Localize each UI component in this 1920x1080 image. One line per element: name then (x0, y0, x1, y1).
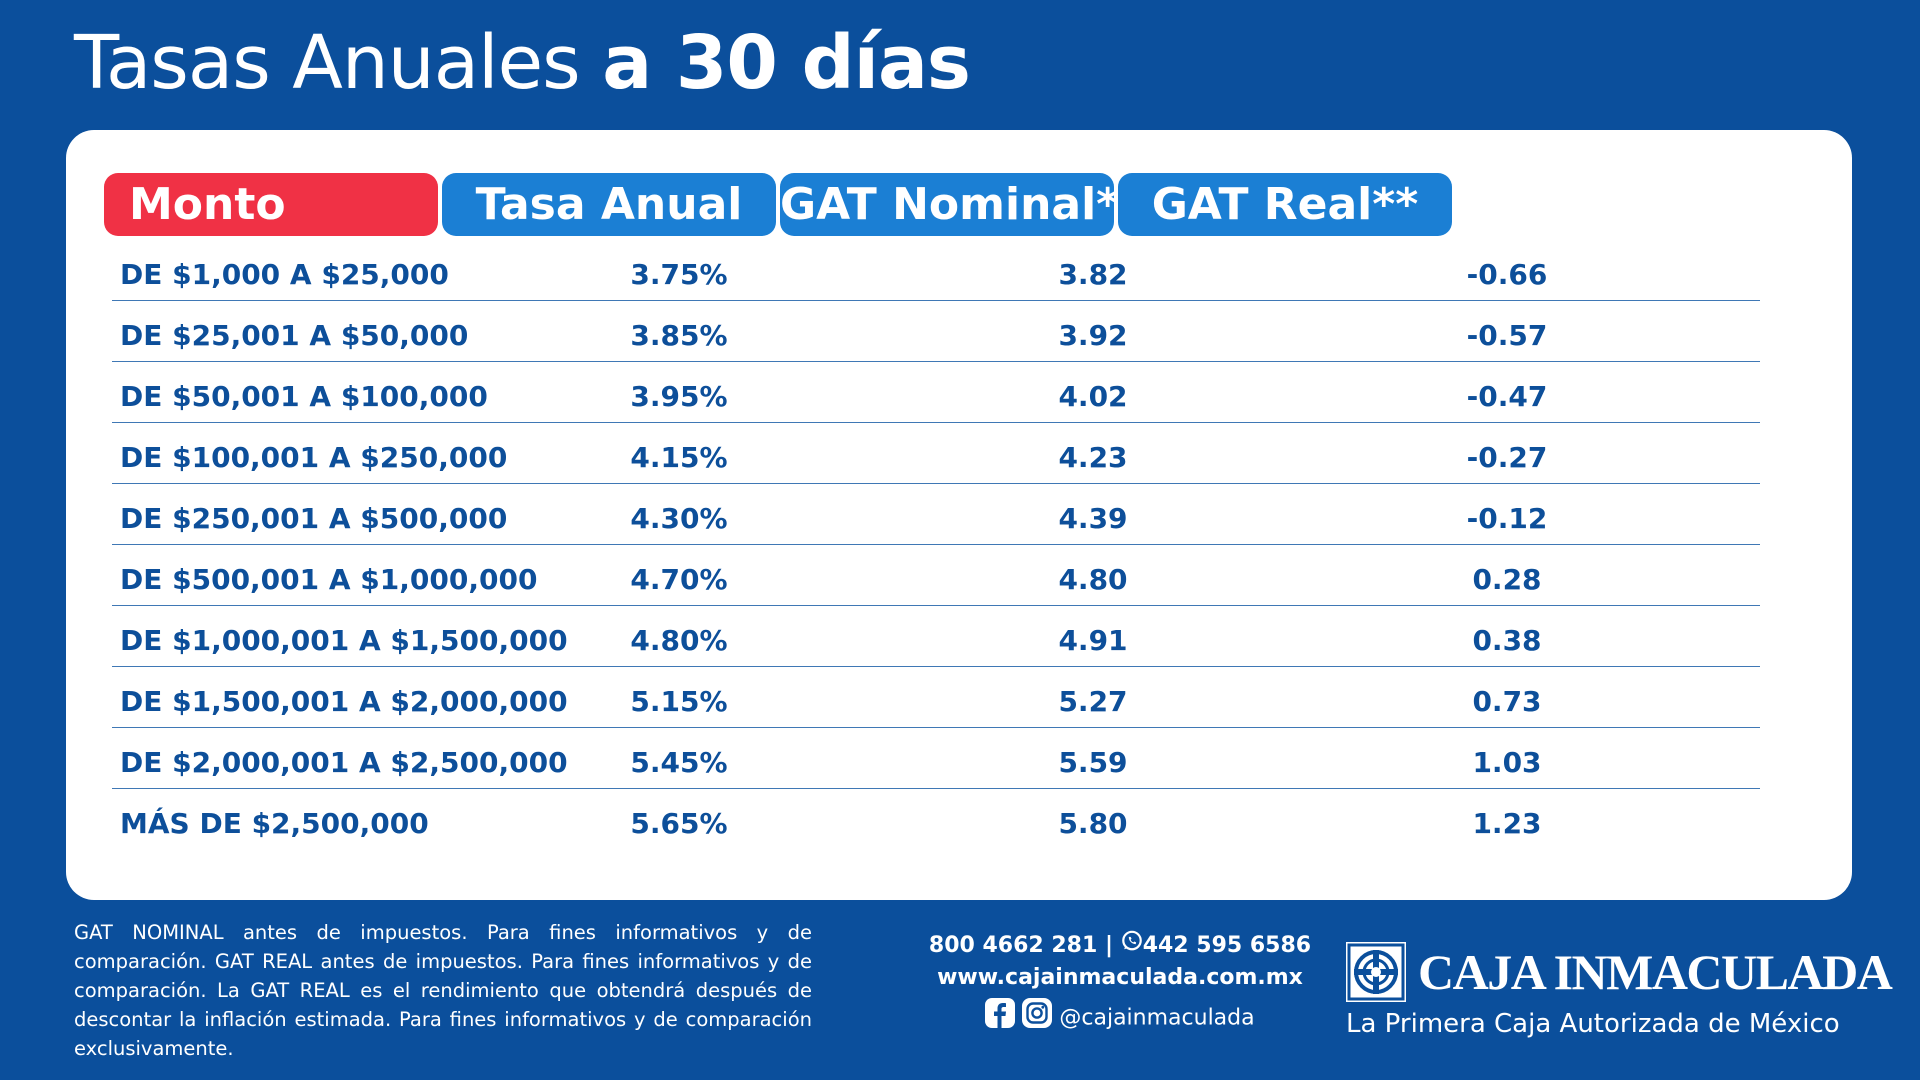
rates-card: Monto Tasa Anual GAT Nominal* GAT Real**… (66, 130, 1852, 900)
monto-cell: DE $1,500,001 A $2,000,000 (120, 685, 568, 718)
gat-nominal-cell: 3.82 (1058, 258, 1128, 291)
monto-cell: MÁS DE $2,500,000 (120, 807, 429, 840)
gat-nominal-cell: 5.27 (1058, 685, 1128, 718)
tasa-cell: 5.45% (630, 746, 728, 779)
monto-cell: DE $500,001 A $1,000,000 (120, 563, 538, 596)
tasa-cell: 4.80% (630, 624, 728, 657)
header-tasa-anual: Tasa Anual (442, 173, 776, 236)
gat-real-cell: 0.73 (1472, 685, 1542, 718)
gat-real-cell: -0.12 (1466, 502, 1548, 535)
gat-nominal-cell: 5.80 (1058, 807, 1128, 840)
title-bold: a 30 días (602, 20, 971, 106)
tasa-cell: 4.30% (630, 502, 728, 535)
monto-cell: DE $250,001 A $500,000 (120, 502, 508, 535)
table-row: DE $25,001 A $50,000 3.85% 3.92 -0.57 (112, 301, 1760, 362)
facebook-icon[interactable] (985, 998, 1016, 1039)
gat-nominal-cell: 4.39 (1058, 502, 1128, 535)
tasa-cell: 5.65% (630, 807, 728, 840)
gat-real-cell: 1.23 (1472, 807, 1542, 840)
tasa-cell: 4.70% (630, 563, 728, 596)
brand-name: CAJA INMACULADA (1418, 944, 1893, 1000)
title-light: Tasas Anuales (74, 20, 581, 106)
header-gat-real: GAT Real** (1118, 173, 1452, 236)
phone-line: 800 4662 281 | 442 595 6586 (860, 930, 1380, 962)
table-row: DE $1,000,001 A $1,500,000 4.80% 4.91 0.… (112, 606, 1760, 667)
tasa-cell: 5.15% (630, 685, 728, 718)
brand-tagline: La Primera Caja Autorizada de México (1346, 1009, 1840, 1039)
header-gat-nominal: GAT Nominal* (780, 173, 1119, 236)
header-monto: Monto (104, 173, 438, 236)
whatsapp-number[interactable]: 442 595 6586 (1142, 933, 1312, 958)
monto-cell: DE $2,000,001 A $2,500,000 (120, 746, 568, 779)
table-body: DE $1,000 A $25,000 3.75% 3.82 -0.66 DE … (112, 240, 1760, 849)
gat-real-cell: -0.57 (1466, 319, 1548, 352)
table-row: DE $50,001 A $100,000 3.95% 4.02 -0.47 (112, 362, 1760, 423)
table-row: MÁS DE $2,500,000 5.65% 5.80 1.23 (112, 789, 1760, 849)
table-row: DE $250,001 A $500,000 4.30% 4.39 -0.12 (112, 484, 1760, 545)
logo-row: CAJA INMACULADA (1346, 940, 1893, 1004)
contact-block: 800 4662 281 | 442 595 6586 www.cajainma… (860, 930, 1380, 1039)
gat-nominal-cell: 4.23 (1058, 441, 1128, 474)
tasa-cell: 3.75% (630, 258, 728, 291)
gat-real-cell: 0.38 (1472, 624, 1542, 657)
whatsapp-icon (1121, 930, 1143, 962)
social-line: @cajainmaculada (860, 998, 1380, 1039)
gat-nominal-cell: 4.91 (1058, 624, 1128, 657)
monto-cell: DE $50,001 A $100,000 (120, 380, 488, 413)
gat-real-cell: 0.28 (1472, 563, 1542, 596)
gat-real-cell: -0.66 (1466, 258, 1548, 291)
gat-nominal-cell: 3.92 (1058, 319, 1128, 352)
table-row: DE $1,000 A $25,000 3.75% 3.82 -0.66 (112, 240, 1760, 301)
caja-inmaculada-logo (1346, 942, 1406, 1002)
phone-number[interactable]: 800 4662 281 (928, 933, 1098, 958)
gat-real-cell: -0.27 (1466, 441, 1548, 474)
disclaimer-text: GAT NOMINAL antes de impuestos. Para fin… (74, 921, 812, 1060)
monto-cell: DE $25,001 A $50,000 (120, 319, 469, 352)
brand-block: CAJA INMACULADA La Primera Caja Autoriza… (1346, 940, 1893, 1042)
gat-nominal-cell: 4.80 (1058, 563, 1128, 596)
monto-cell: DE $100,001 A $250,000 (120, 441, 508, 474)
instagram-icon[interactable] (1022, 998, 1053, 1039)
tasa-cell: 3.95% (630, 380, 728, 413)
gat-real-cell: -0.47 (1466, 380, 1548, 413)
tasa-cell: 4.15% (630, 441, 728, 474)
gat-nominal-cell: 5.59 (1058, 746, 1128, 779)
website-link[interactable]: www.cajainmaculada.com.mx (937, 965, 1303, 990)
phone-separator: | (1104, 933, 1114, 958)
page-title: Tasas Anuales a 30 días (74, 18, 971, 108)
monto-cell: DE $1,000,001 A $1,500,000 (120, 624, 568, 657)
table-row: DE $100,001 A $250,000 4.15% 4.23 -0.27 (112, 423, 1760, 484)
gat-nominal-cell: 4.02 (1058, 380, 1128, 413)
monto-cell: DE $1,000 A $25,000 (120, 258, 449, 291)
table-row: DE $1,500,001 A $2,000,000 5.15% 5.27 0.… (112, 667, 1760, 728)
gat-real-cell: 1.03 (1472, 746, 1542, 779)
table-row: DE $2,000,001 A $2,500,000 5.45% 5.59 1.… (112, 728, 1760, 789)
tasa-cell: 3.85% (630, 319, 728, 352)
social-handle[interactable]: @cajainmaculada (1059, 1005, 1255, 1031)
table-row: DE $500,001 A $1,000,000 4.70% 4.80 0.28 (112, 545, 1760, 606)
